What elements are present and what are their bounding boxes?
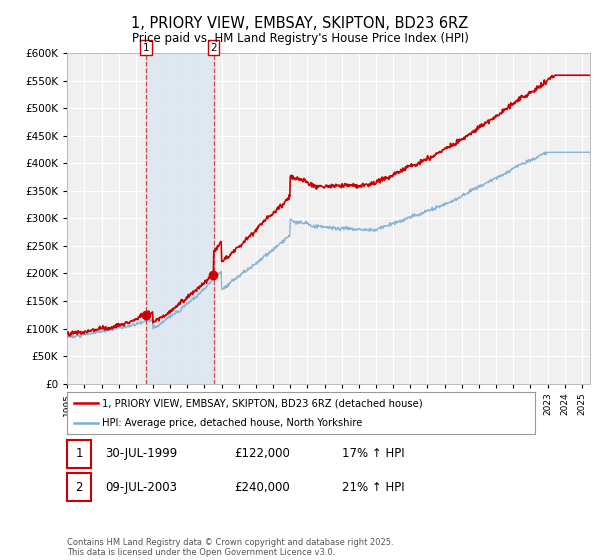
Text: 2: 2: [210, 43, 217, 53]
Text: £122,000: £122,000: [234, 447, 290, 460]
Bar: [146, 53, 214, 384]
Text: 1, PRIORY VIEW, EMBSAY, SKIPTON, BD23 6RZ (detached house): 1, PRIORY VIEW, EMBSAY, SKIPTON, BD23 6R…: [103, 398, 423, 408]
Text: £240,000: £240,000: [234, 480, 290, 494]
Text: HPI: Average price, detached house, North Yorkshire: HPI: Average price, detached house, Nort…: [103, 418, 362, 428]
Text: 30-JUL-1999: 30-JUL-1999: [105, 447, 177, 460]
Text: 21% ↑ HPI: 21% ↑ HPI: [342, 480, 404, 494]
Text: 17% ↑ HPI: 17% ↑ HPI: [342, 447, 404, 460]
Text: Price paid vs. HM Land Registry's House Price Index (HPI): Price paid vs. HM Land Registry's House …: [131, 32, 469, 45]
Text: 1: 1: [76, 447, 83, 460]
Text: 09-JUL-2003: 09-JUL-2003: [105, 480, 177, 494]
Text: 2: 2: [76, 480, 83, 494]
Text: 1: 1: [142, 43, 149, 53]
Text: Contains HM Land Registry data © Crown copyright and database right 2025.
This d: Contains HM Land Registry data © Crown c…: [67, 538, 394, 557]
Text: 1, PRIORY VIEW, EMBSAY, SKIPTON, BD23 6RZ: 1, PRIORY VIEW, EMBSAY, SKIPTON, BD23 6R…: [131, 16, 469, 31]
